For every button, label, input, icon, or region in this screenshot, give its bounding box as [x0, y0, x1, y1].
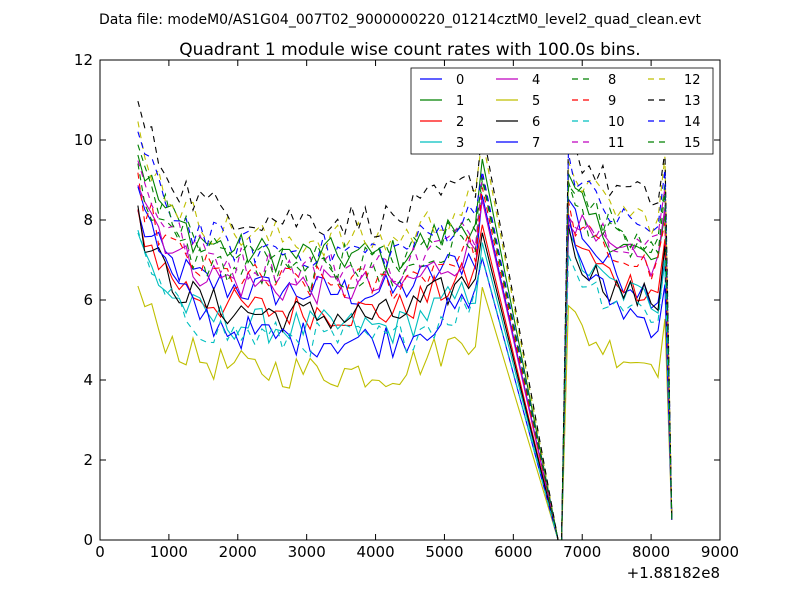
x-tick-label: 3000	[288, 543, 326, 561]
x-tick-label: 1000	[150, 543, 188, 561]
series-line-8	[137, 163, 673, 541]
series-line-14	[137, 131, 673, 541]
y-tick-label: 12	[74, 51, 93, 69]
legend-label-7: 7	[532, 136, 540, 151]
y-tick-label: 2	[83, 451, 93, 469]
series-line-2	[137, 209, 673, 541]
x-tick-label: 6000	[494, 543, 532, 561]
legend-label-6: 6	[532, 115, 540, 130]
y-tick-label: 6	[83, 291, 93, 309]
figure-suptitle: Data file: modeM0/AS1G04_007T02_90000002…	[99, 12, 701, 28]
x-tick-label: 8000	[632, 543, 670, 561]
legend-label-13: 13	[684, 94, 701, 109]
x-axis: 0 1000 2000 3000 4000 5000 6000 7000 8000 9000	[95, 60, 739, 561]
series-line-5	[137, 285, 673, 541]
legend-label-5: 5	[532, 94, 540, 109]
x-tick-label: 7000	[563, 543, 601, 561]
series-line-3	[137, 230, 673, 541]
x-tick-label: 4000	[356, 543, 394, 561]
series-line-10	[137, 229, 673, 541]
legend-label-3: 3	[456, 136, 464, 151]
legend-label-11: 11	[608, 136, 625, 151]
legend-label-8: 8	[608, 73, 616, 88]
x-tick-label: 5000	[425, 543, 463, 561]
x-tick-label: 0	[95, 543, 105, 561]
series-line-12	[137, 121, 673, 541]
series-line-1	[137, 154, 673, 541]
legend-label-15: 15	[684, 136, 701, 151]
legend-label-9: 9	[608, 94, 616, 109]
x-offset-label: +1.88182e8	[627, 564, 720, 582]
legend-label-12: 12	[684, 73, 701, 88]
y-tick-label: 4	[83, 371, 93, 389]
series-layer	[137, 100, 673, 541]
legend-box	[410, 67, 714, 155]
legend-label-1: 1	[456, 94, 464, 109]
series-line-13	[137, 100, 673, 541]
series-line-9	[137, 172, 673, 541]
legend-label-14: 14	[684, 115, 701, 130]
chart-title: Quadrant 1 module wise count rates with …	[179, 40, 640, 60]
legend-label-4: 4	[532, 73, 540, 88]
y-tick-label: 8	[83, 211, 93, 229]
y-tick-label: 0	[83, 531, 93, 549]
series-line-0	[137, 195, 673, 541]
x-tick-label: 9000	[701, 543, 739, 561]
series-line-6	[137, 205, 673, 541]
series-line-11	[137, 160, 673, 541]
legend-label-2: 2	[456, 115, 464, 130]
x-tick-label: 2000	[219, 543, 257, 561]
y-tick-label: 10	[74, 131, 93, 149]
legend-label-0: 0	[456, 73, 464, 88]
series-line-15	[137, 144, 673, 541]
legend-label-10: 10	[608, 115, 625, 130]
